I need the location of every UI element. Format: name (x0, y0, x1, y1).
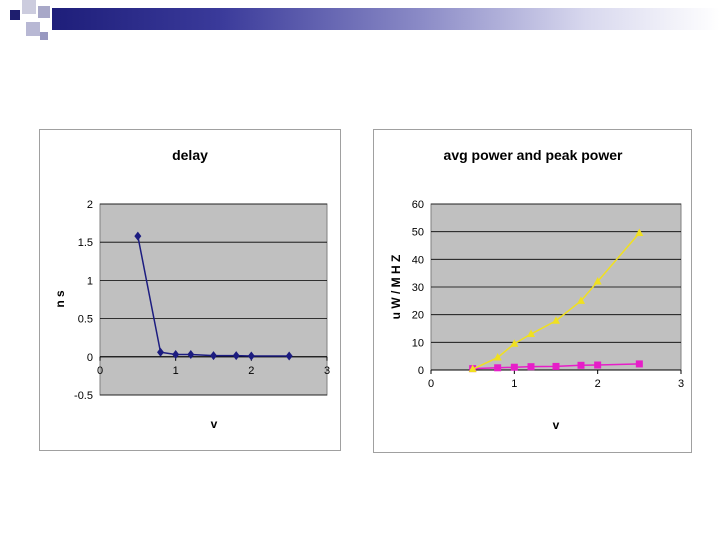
deco-square-2 (22, 0, 36, 14)
chart0-series-0-point (210, 351, 217, 361)
chart1-series-0-point (527, 363, 535, 371)
chart1-x-tick-label: 2 (595, 378, 601, 390)
chart1-series-1-point (593, 276, 602, 285)
chart0-series-0-point (247, 351, 255, 361)
power-chart-frame: avg power and peak power 0 10 20 30 40 50 60 0 1 2… (373, 129, 692, 453)
chart1-series-1-point (527, 329, 535, 338)
chart0-x-tick-label: 2 (248, 365, 254, 377)
chart1-y-tick-label: 60 (412, 199, 424, 211)
chart1-series-1-point (577, 296, 585, 304)
deco-square-3 (38, 6, 50, 18)
chart0-y-tick-label: 1 (87, 275, 93, 287)
chart1-series-0-point (510, 363, 518, 371)
chart0-x-tick-label: 0 (97, 365, 103, 377)
chart1-series-0-point (594, 361, 602, 369)
chart1-title: avg power and peak power (444, 147, 623, 163)
chart0-series-0-point (172, 350, 180, 360)
header-decoration (0, 0, 720, 48)
chart1-x-tick-label: 1 (511, 378, 517, 390)
deco-square-5 (40, 32, 48, 40)
chart1-y-tick-label: 50 (412, 227, 424, 239)
chart1-x-tick-label: 3 (678, 378, 684, 390)
chart1-y-tick-label: 40 (412, 254, 424, 266)
chart1-series-1-point (510, 339, 519, 347)
chart1-series-0-point (577, 361, 585, 369)
chart1-y-tick-label: 20 (412, 310, 424, 322)
chart1-series-1-point (552, 316, 560, 324)
chart0-series-0-point (232, 351, 240, 361)
chart0-series-0-point (134, 231, 142, 241)
delay-chart-frame: delay -0.5 0 0.5 1 1.5 2 0 1 2 3 v n s (39, 129, 341, 451)
chart0-title: delay (172, 147, 208, 163)
chart1-y-axis-label: u W / M H Z (389, 255, 403, 320)
chart1-series-1-point (468, 364, 477, 373)
chart1-y-tick-label: 10 (412, 337, 424, 349)
chart1-series-0-point (494, 364, 502, 372)
chart1-y-tick-label: 30 (412, 282, 424, 294)
chart0-series-0-point (285, 351, 293, 361)
delay-chart: delay -0.5 0 0.5 1 1.5 2 0 1 2 3 v n s (53, 147, 330, 431)
chart0-y-tick-label: 0 (87, 352, 93, 364)
chart1-y-tick-label: 0 (418, 365, 424, 377)
chart0-y-tick-label: -0.5 (74, 390, 93, 402)
chart1-series-0-point (635, 360, 643, 368)
chart1-series-1-point (493, 353, 502, 361)
chart0-series-0-point (187, 350, 195, 360)
chart0-plot-area (99, 203, 328, 396)
deco-square-1 (10, 10, 20, 20)
chart0-y-tick-label: 0.5 (78, 314, 93, 326)
chart1-series-1-line (472, 232, 640, 370)
chart1-x-axis-label: v (553, 418, 560, 432)
power-chart: avg power and peak power 0 10 20 30 40 50 60 0 1 2… (389, 147, 684, 432)
chart0-y-tick-label: 1.5 (78, 237, 93, 249)
chart1-x-tick-label: 0 (428, 378, 434, 390)
chart0-x-tick-label: 3 (324, 365, 330, 377)
chart0-series-0-point (157, 347, 165, 357)
chart0-y-tick-label: 2 (87, 199, 93, 211)
header-gradient-band (52, 8, 720, 30)
chart0-x-tick-label: 1 (173, 365, 179, 377)
chart0-y-axis-label: n s (53, 290, 67, 308)
deco-square-4 (26, 22, 40, 36)
chart0-x-axis-label: v (211, 417, 218, 431)
chart1-series-1-point (635, 228, 644, 237)
chart1-series-0-point (552, 362, 560, 370)
